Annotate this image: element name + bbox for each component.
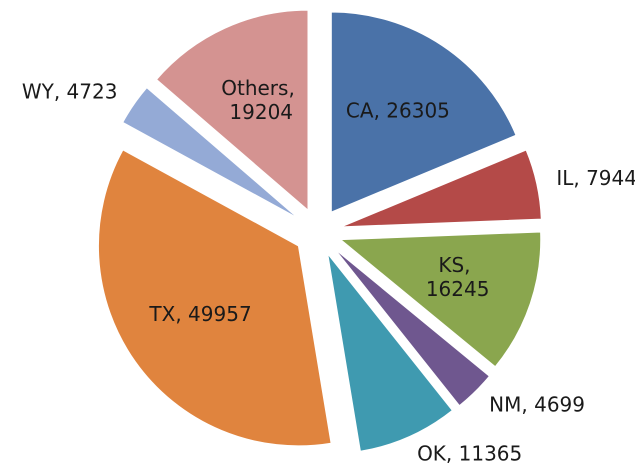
data-label: NM, 4699 <box>489 392 585 416</box>
pie-slice <box>122 87 299 219</box>
pie-slice <box>330 11 517 213</box>
data-label: TX, 49957 <box>148 302 251 326</box>
pie-slice <box>98 149 332 447</box>
pie-slice <box>326 252 454 452</box>
data-label: KS, 16245 <box>419 252 489 300</box>
pie-slice <box>334 248 491 407</box>
data-label: Others, 19204 <box>221 76 295 124</box>
pie-slice <box>341 149 542 228</box>
data-label: OK, 11365 <box>417 441 522 465</box>
data-label: CA, 26305 <box>346 99 450 123</box>
data-label: IL, 7944 <box>556 166 635 190</box>
pie-slice <box>155 9 309 212</box>
data-label: WY, 4723 <box>22 80 118 104</box>
pie-slice <box>339 231 542 368</box>
